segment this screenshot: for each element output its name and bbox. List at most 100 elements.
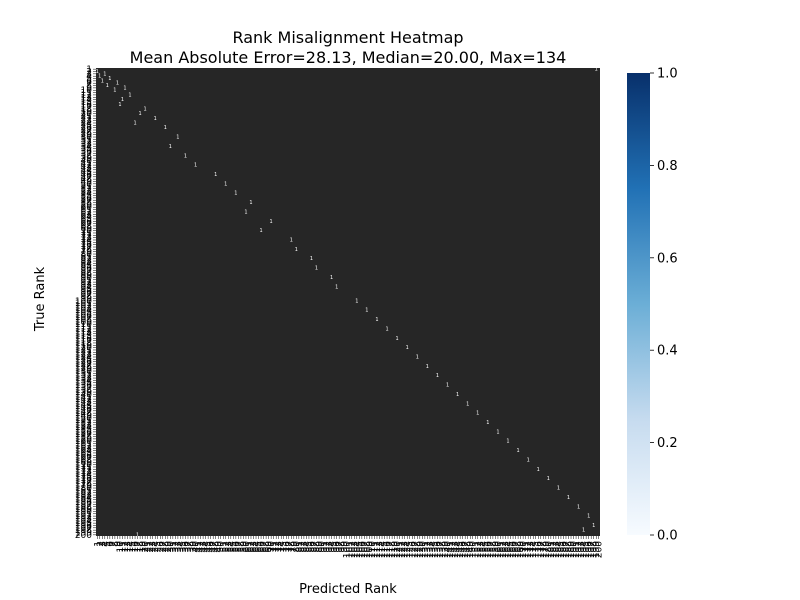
heatmap-cell-annotation: 1 xyxy=(106,83,109,89)
x-tick-label: 55 xyxy=(229,541,239,552)
x-tick-label: 101 xyxy=(345,541,355,558)
x-tick-label: 163 xyxy=(502,541,512,558)
x-tick-label: 140 xyxy=(444,541,454,558)
y-tick-label: 190 xyxy=(75,507,92,517)
x-tick-label: 143 xyxy=(451,541,461,558)
y-tick-label: 170 xyxy=(75,461,92,471)
x-tick-label: 62 xyxy=(247,541,257,552)
y-tick-label: 174 xyxy=(75,470,92,480)
heatmap-cell-annotation: 1 xyxy=(133,120,136,126)
x-tick-label: 57 xyxy=(234,541,244,552)
x-tick-label: 164 xyxy=(504,541,514,558)
x-tick-label: 79 xyxy=(290,541,300,553)
y-tick-label: 79 xyxy=(81,248,93,258)
y-tick-label: 48 xyxy=(81,175,93,185)
heatmap-cell-annotation: 1 xyxy=(116,81,119,87)
y-tick-label: 87 xyxy=(81,266,92,276)
x-tick-label: 192 xyxy=(575,541,585,558)
x-tick-label: 92 xyxy=(323,541,333,552)
heatmap-cell-annotation: 1 xyxy=(385,326,388,332)
y-tick-label: 11 xyxy=(81,89,92,99)
x-tick-label: 149 xyxy=(466,541,476,558)
x-tick-label: 90 xyxy=(318,541,328,553)
x-tick-label: 138 xyxy=(439,541,449,558)
y-tick-label: 25 xyxy=(81,121,92,131)
y-tick-label: 13 xyxy=(81,93,92,103)
y-tick-label: 136 xyxy=(75,381,92,391)
heatmap-cell-annotation: 1 xyxy=(214,172,217,178)
y-tick-label: 129 xyxy=(75,365,92,375)
x-tick-label: 7 xyxy=(108,541,118,547)
y-tick-label: 187 xyxy=(75,500,92,510)
x-tick-label: 64 xyxy=(252,541,262,553)
y-tick-label: 14 xyxy=(81,96,93,106)
y-tick-label: 192 xyxy=(75,512,92,522)
heatmap-cell-annotation: 1 xyxy=(557,486,560,492)
x-tick-label: 30 xyxy=(166,541,176,553)
y-tick-label: 178 xyxy=(75,479,92,489)
x-tick-label: 86 xyxy=(307,541,317,553)
y-tick-label: 82 xyxy=(81,255,92,265)
x-tick-label: 41 xyxy=(194,541,204,552)
y-tick-label: 183 xyxy=(75,491,92,501)
x-tick-label: 93 xyxy=(325,541,335,552)
y-tick-label: 43 xyxy=(81,163,92,173)
heatmap-cell-annotation: 1 xyxy=(406,345,409,351)
x-tick-label: 182 xyxy=(549,541,559,558)
y-tick-label: 72 xyxy=(81,231,92,241)
y-tick-label: 77 xyxy=(81,243,92,253)
x-tick-label: 199 xyxy=(592,541,602,558)
y-tick-label: 104 xyxy=(75,306,92,316)
y-tick-label: 148 xyxy=(75,409,92,419)
y-tick-label: 113 xyxy=(75,327,92,337)
y-tick-label: 36 xyxy=(81,147,93,157)
heatmap-cell-annotation: 1 xyxy=(128,92,131,98)
y-tick-label: 162 xyxy=(75,442,92,452)
heatmap-cell-annotation: 1 xyxy=(506,439,509,445)
x-tick-label: 111 xyxy=(370,541,380,558)
y-tick-label: 146 xyxy=(75,404,92,414)
x-tick-label: 151 xyxy=(471,541,481,558)
x-tick-label: 158 xyxy=(489,541,499,558)
heatmap-cell-annotation: 1 xyxy=(176,135,179,141)
x-tick-label: 106 xyxy=(358,541,368,558)
y-tick-label: 109 xyxy=(75,318,92,328)
colorbar-tick-label: 0.8 xyxy=(657,159,678,174)
y-tick-label: 76 xyxy=(81,241,93,251)
y-tick-label: 40 xyxy=(81,156,93,166)
x-tick-label: 156 xyxy=(484,541,494,558)
y-tick-label: 132 xyxy=(75,372,92,382)
colorbar-tick-label: 0.4 xyxy=(657,344,678,359)
y-tick-label: 22 xyxy=(81,114,92,124)
y-tick-label: 145 xyxy=(75,402,92,412)
y-tick-label: 184 xyxy=(75,493,92,503)
y-tick-label: 140 xyxy=(75,390,92,400)
y-tick-label: 92 xyxy=(81,278,92,288)
x-tick-label: 193 xyxy=(577,541,587,558)
x-tick-label: 108 xyxy=(363,541,373,558)
y-tick-label: 99 xyxy=(81,294,93,304)
x-tick-label: 15 xyxy=(129,541,139,552)
y-tick-label: 137 xyxy=(75,383,92,393)
y-tick-label: 152 xyxy=(75,419,92,429)
y-tick-label: 96 xyxy=(81,287,93,297)
heatmap-cell-annotation: 1 xyxy=(517,448,520,454)
x-tick-label: 35 xyxy=(179,541,189,552)
y-tick-label: 19 xyxy=(81,107,93,117)
x-tick-label: 127 xyxy=(411,541,421,558)
y-tick-label: 159 xyxy=(75,435,92,445)
y-tick-label: 35 xyxy=(81,145,92,155)
x-tick-label: 183 xyxy=(552,541,562,558)
x-tick-label: 194 xyxy=(580,541,590,558)
x-tick-label: 1 xyxy=(93,541,103,547)
y-tick-label: 155 xyxy=(75,426,92,436)
y-tick-label: 23 xyxy=(81,117,92,127)
heatmap-cell-annotation: 1 xyxy=(396,336,399,342)
y-tick-label: 196 xyxy=(75,521,92,531)
y-tick-label: 141 xyxy=(75,393,92,403)
y-tick-label: 172 xyxy=(75,465,92,475)
x-axis-label: Predicted Rank xyxy=(299,582,397,597)
heatmap-cell-annotation: 1 xyxy=(426,364,429,370)
x-tick-label: 162 xyxy=(499,541,509,558)
y-tick-label: 64 xyxy=(81,213,93,223)
